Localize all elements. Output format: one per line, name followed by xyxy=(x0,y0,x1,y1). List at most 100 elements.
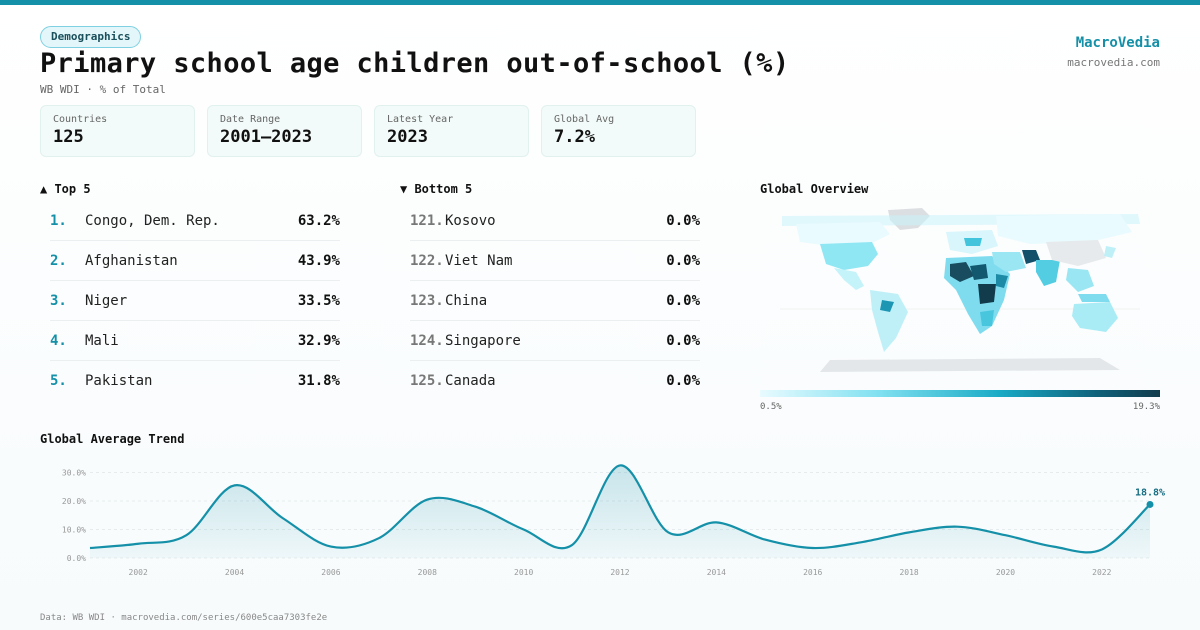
country-value: 33.5% xyxy=(297,292,340,309)
x-tick-label: 2012 xyxy=(610,568,629,577)
list-item[interactable]: 2. Afghanistan 43.9% xyxy=(50,241,340,281)
rank-number: 1. xyxy=(50,212,67,229)
y-tick-label: 20.0% xyxy=(62,497,86,506)
map-region-china[interactable] xyxy=(1046,240,1106,266)
brand-url[interactable]: macrovedia.com xyxy=(1067,56,1160,69)
x-tick-label: 2006 xyxy=(321,568,340,577)
map-region-andes[interactable] xyxy=(880,300,894,312)
map-region-sahel-west[interactable] xyxy=(950,262,974,282)
x-tick-label: 2014 xyxy=(707,568,726,577)
footer-source: Data: WB WDI · macrovedia.com/series/600… xyxy=(40,613,328,623)
country-name: Singapore xyxy=(445,332,521,349)
rank-number: 125. xyxy=(410,373,444,389)
country-name: Niger xyxy=(85,292,128,309)
map-region-russia[interactable] xyxy=(996,214,1132,244)
stat-value: 125 xyxy=(53,127,84,147)
top5-list: 1. Congo, Dem. Rep. 63.2% 2. Afghanistan… xyxy=(50,201,340,401)
country-value: 43.9% xyxy=(297,252,340,269)
map-region-se-asia[interactable] xyxy=(1066,268,1094,292)
x-tick-label: 2020 xyxy=(996,568,1015,577)
stat-card-global-avg: Global Avg 7.2% xyxy=(541,105,696,157)
rank-number: 2. xyxy=(50,252,67,269)
map-region-middle-east[interactable] xyxy=(992,252,1026,272)
stat-label: Countries xyxy=(53,114,108,125)
x-tick-label: 2018 xyxy=(899,568,918,577)
list-item[interactable]: 3. Niger 33.5% xyxy=(50,281,340,321)
rank-number: 5. xyxy=(50,373,67,389)
country-value: 0.0% xyxy=(666,373,700,389)
map-region-horn[interactable] xyxy=(996,274,1008,288)
country-value: 63.2% xyxy=(297,212,340,229)
stat-card-date-range: Date Range 2001–2023 xyxy=(207,105,362,157)
map-region-indonesia[interactable] xyxy=(1078,294,1110,302)
trend-chart[interactable]: 0.0% 10.0% 20.0% 30.0% 2002 2004 2006 2008 2010… xyxy=(40,456,1170,586)
y-tick-label: 30.0% xyxy=(62,469,86,478)
category-badge[interactable]: Demographics xyxy=(40,26,142,48)
map-legend-min: 0.5% xyxy=(760,402,782,412)
country-name: Congo, Dem. Rep. xyxy=(85,212,220,229)
rank-number: 122. xyxy=(410,252,444,269)
country-name: Kosovo xyxy=(445,212,496,229)
list-item[interactable]: 1. Congo, Dem. Rep. 63.2% xyxy=(50,201,340,241)
stat-card-countries: Countries 125 xyxy=(40,105,195,157)
country-value: 32.9% xyxy=(297,332,340,349)
country-name: Pakistan xyxy=(85,373,153,389)
top-accent-bar xyxy=(0,0,1200,5)
x-tick-label: 2004 xyxy=(225,568,244,577)
map-region-balkans[interactable] xyxy=(964,238,982,246)
world-map-svg xyxy=(780,208,1140,372)
map-region-southern-africa[interactable] xyxy=(980,310,994,326)
trend-area xyxy=(90,465,1150,558)
rank-number: 121. xyxy=(410,212,444,229)
list-item[interactable]: 123. China 0.0% xyxy=(410,281,700,321)
country-name: Viet Nam xyxy=(445,252,513,269)
country-value: 0.0% xyxy=(666,292,700,309)
stat-value: 2023 xyxy=(387,127,428,147)
x-tick-label: 2010 xyxy=(514,568,533,577)
rank-number: 4. xyxy=(50,332,67,349)
map-heading: Global Overview xyxy=(760,182,869,196)
country-value: 0.0% xyxy=(666,332,700,349)
map-region-afghanistan-pakistan[interactable] xyxy=(1022,250,1040,264)
list-item[interactable]: 121. Kosovo 0.0% xyxy=(410,201,700,241)
list-item[interactable]: 125. Canada 0.0% xyxy=(410,361,700,401)
trend-last-point[interactable] xyxy=(1146,500,1154,508)
trend-last-label: 18.8% xyxy=(1135,487,1165,498)
map-region-niger-chad[interactable] xyxy=(970,264,988,280)
world-map[interactable] xyxy=(760,202,1160,382)
top5-heading: ▲ Top 5 xyxy=(40,182,91,196)
list-item[interactable]: 4. Mali 32.9% xyxy=(50,321,340,361)
x-tick-label: 2016 xyxy=(803,568,822,577)
map-region-japan[interactable] xyxy=(1104,246,1116,258)
stat-label: Latest Year xyxy=(387,114,454,125)
map-region-congo[interactable] xyxy=(978,284,996,304)
list-item[interactable]: 5. Pakistan 31.8% xyxy=(50,361,340,401)
map-region-antarctica[interactable] xyxy=(820,358,1120,372)
map-region-india[interactable] xyxy=(1036,260,1060,286)
trend-heading: Global Average Trend xyxy=(40,432,185,446)
country-name: Afghanistan xyxy=(85,252,178,269)
map-region-usa[interactable] xyxy=(820,242,878,270)
map-region-canada[interactable] xyxy=(796,222,890,246)
country-value: 0.0% xyxy=(666,252,700,269)
bottom5-list: 121. Kosovo 0.0% 122. Viet Nam 0.0% 123.… xyxy=(410,201,700,401)
brand-name[interactable]: MacroVedia xyxy=(1075,35,1160,51)
map-legend-max: 19.3% xyxy=(1132,402,1160,412)
country-name: Mali xyxy=(85,332,119,349)
rank-number: 124. xyxy=(410,332,444,349)
list-item[interactable]: 124. Singapore 0.0% xyxy=(410,321,700,361)
country-value: 0.0% xyxy=(666,212,700,229)
stat-value: 2001–2023 xyxy=(220,127,313,147)
country-name: Canada xyxy=(445,373,496,389)
map-region-australia[interactable] xyxy=(1072,302,1118,332)
stat-value: 7.2% xyxy=(554,127,595,147)
page-subtitle: WB WDI · % of Total xyxy=(40,83,166,96)
x-tick-label: 2008 xyxy=(418,568,437,577)
trend-chart-svg: 0.0% 10.0% 20.0% 30.0% 2002 2004 2006 2008 2010… xyxy=(62,464,1165,577)
map-region-south-america[interactable] xyxy=(870,290,908,352)
country-name: China xyxy=(445,292,488,309)
list-item[interactable]: 122. Viet Nam 0.0% xyxy=(410,241,700,281)
map-region-mexico[interactable] xyxy=(834,268,864,290)
map-legend-gradient xyxy=(760,390,1160,397)
country-value: 31.8% xyxy=(297,373,340,389)
